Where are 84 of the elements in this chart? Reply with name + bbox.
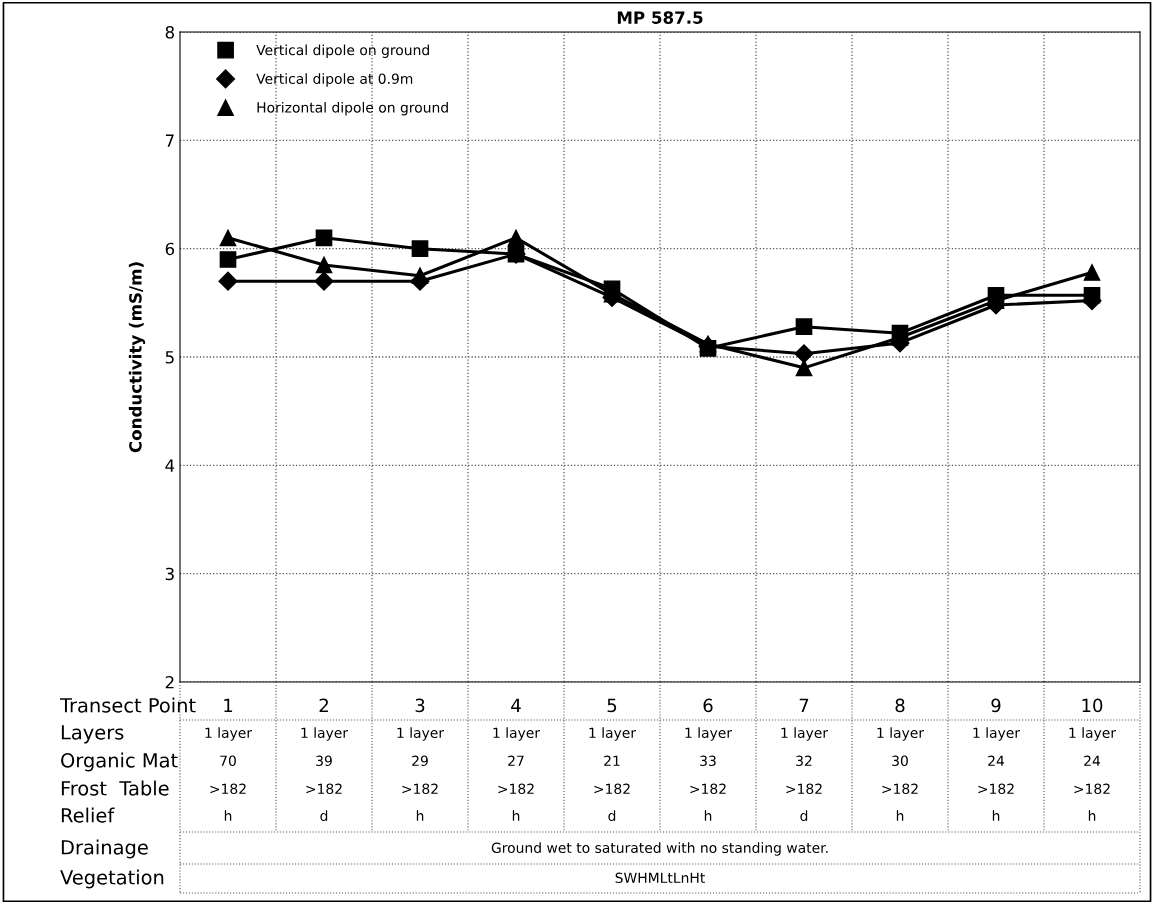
text: 30: [892, 755, 908, 767]
y-tick-label: 7: [165, 134, 174, 147]
text: Layers: [61, 725, 124, 744]
y-tick-label: 2: [165, 675, 174, 689]
y-tick-label: 5: [165, 351, 174, 364]
text: 33: [700, 755, 716, 767]
text: >182: [498, 783, 534, 795]
x-tick-label: 1: [224, 698, 233, 712]
text: 1 layer: [589, 727, 637, 741]
point: [795, 359, 813, 377]
text: h: [704, 810, 712, 821]
point: [315, 256, 333, 274]
point: [219, 229, 237, 247]
text: Vegetation: [60, 869, 164, 889]
text: 32: [796, 755, 812, 767]
point: [411, 240, 429, 258]
text: Frost Table: [61, 780, 169, 796]
text: SWHMLtLnHt: [615, 872, 705, 884]
x-tick-label: 3: [415, 698, 425, 713]
text: d: [608, 810, 616, 822]
chart-title: MP 587.5: [617, 11, 703, 24]
x-tick-label: 5: [607, 698, 617, 713]
y-tick-label: 3: [165, 567, 174, 581]
text: 21: [604, 755, 620, 766]
text: d: [320, 810, 328, 822]
text: Organic Mat: [61, 752, 178, 772]
text: 1 layer: [493, 727, 541, 741]
x-tick-label: 8: [895, 698, 905, 713]
x-tick-label: 2: [319, 698, 328, 712]
x-tick-label: 6: [703, 698, 713, 713]
text: 1 layer: [781, 727, 829, 741]
x-tick-label: 4: [511, 698, 521, 712]
text: Drainage: [61, 839, 148, 859]
point: [794, 344, 814, 364]
text: >182: [786, 783, 822, 795]
x-tick-label: 10: [1082, 698, 1103, 713]
text: h: [224, 810, 232, 821]
y-tick-label: 4: [165, 459, 175, 472]
point: [1083, 264, 1101, 281]
text: >182: [882, 783, 918, 795]
text: h: [896, 810, 904, 821]
text: >182: [978, 783, 1014, 795]
y-axis-title: Conductivity (mS/m): [128, 262, 146, 453]
text: 1 layer: [301, 727, 349, 741]
text: >182: [1074, 783, 1110, 795]
point: [315, 229, 333, 247]
text: 1 layer: [397, 727, 445, 741]
text: 1 layer: [1069, 727, 1117, 741]
text: 24: [988, 755, 1005, 766]
text: >182: [690, 783, 726, 795]
text: 1 layer: [973, 727, 1021, 741]
text: 39: [316, 755, 332, 767]
text: >182: [210, 783, 246, 795]
text: Ground wet to saturated with no standing water.: [491, 842, 828, 856]
text: Relief: [61, 807, 115, 823]
point: [795, 318, 813, 336]
text: h: [1088, 810, 1096, 821]
text: h: [512, 810, 520, 821]
x-tick-label: 7: [799, 698, 809, 712]
text: >182: [402, 783, 438, 795]
text: 24: [1084, 755, 1101, 766]
text: 70: [220, 755, 236, 767]
text: 1 layer: [205, 727, 253, 741]
text: 29: [412, 755, 428, 767]
text: 1 layer: [685, 727, 733, 741]
text: h: [992, 810, 1000, 821]
point: [411, 267, 429, 285]
text: h: [416, 810, 424, 821]
text: >182: [594, 783, 630, 795]
legend-label: Vertical dipole at 0.9m: [256, 73, 413, 87]
legend-label: Vertical dipole on ground: [256, 44, 429, 58]
point: [218, 271, 238, 291]
x-tick-label: 9: [991, 698, 1001, 713]
point: [219, 251, 237, 268]
text: 1 layer: [877, 727, 925, 741]
point: [507, 229, 525, 247]
point: [314, 271, 334, 291]
y-tick-label: 6: [165, 242, 175, 256]
legend-label: Horizontal dipole on ground: [257, 101, 448, 116]
text: d: [800, 810, 808, 822]
text: >182: [306, 783, 342, 795]
y-tick-label: 8: [165, 25, 174, 39]
x-axis-title: Transect Point: [59, 697, 196, 713]
text: 27: [508, 755, 524, 766]
